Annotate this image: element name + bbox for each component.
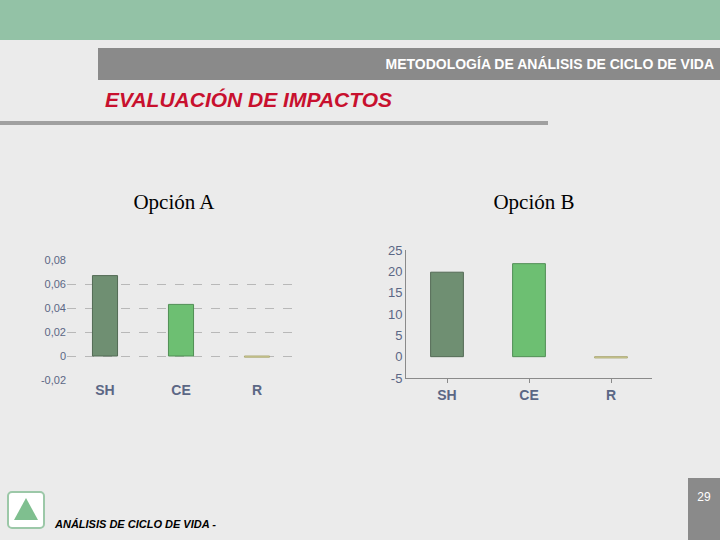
svg-text:0: 0 xyxy=(60,350,66,362)
svg-text:20: 20 xyxy=(388,264,402,279)
svg-text:SH: SH xyxy=(437,387,456,403)
svg-text:Opción A: Opción A xyxy=(133,190,215,214)
svg-text:R: R xyxy=(606,387,616,403)
svg-text:SH: SH xyxy=(95,382,114,398)
svg-text:-0,02: -0,02 xyxy=(41,374,66,386)
html-text:METODOLOGÍA DE ANÁLISIS DE CIC: METODOLOGÍA DE ANÁLISIS DE CICLO DE VIDA xyxy=(385,56,714,72)
svg-text:15: 15 xyxy=(388,285,402,300)
svg-text:CE: CE xyxy=(519,387,538,403)
svg-text:0,08: 0,08 xyxy=(45,254,66,266)
svg-text:Opción B: Opción B xyxy=(493,190,574,214)
svg-text:0,06: 0,06 xyxy=(45,278,66,290)
svg-text:0,04: 0,04 xyxy=(45,302,66,314)
svg-text:0,02: 0,02 xyxy=(45,326,66,338)
html-text:ANÁLISIS DE CICLO DE VIDA -: ANÁLISIS DE CICLO DE VIDA - xyxy=(55,518,216,530)
svg-text:-5: -5 xyxy=(391,371,403,386)
svg-text:5: 5 xyxy=(395,328,402,343)
svg-text:0: 0 xyxy=(395,349,402,364)
html-text:29: 29 xyxy=(697,490,711,504)
svg-text:10: 10 xyxy=(388,307,402,322)
svg-text:R: R xyxy=(252,382,262,398)
svg-text:25: 25 xyxy=(388,243,402,258)
svg-text:CE: CE xyxy=(171,382,190,398)
html-text:EVALUACIÓN DE IMPACTOS: EVALUACIÓN DE IMPACTOS xyxy=(105,88,392,111)
